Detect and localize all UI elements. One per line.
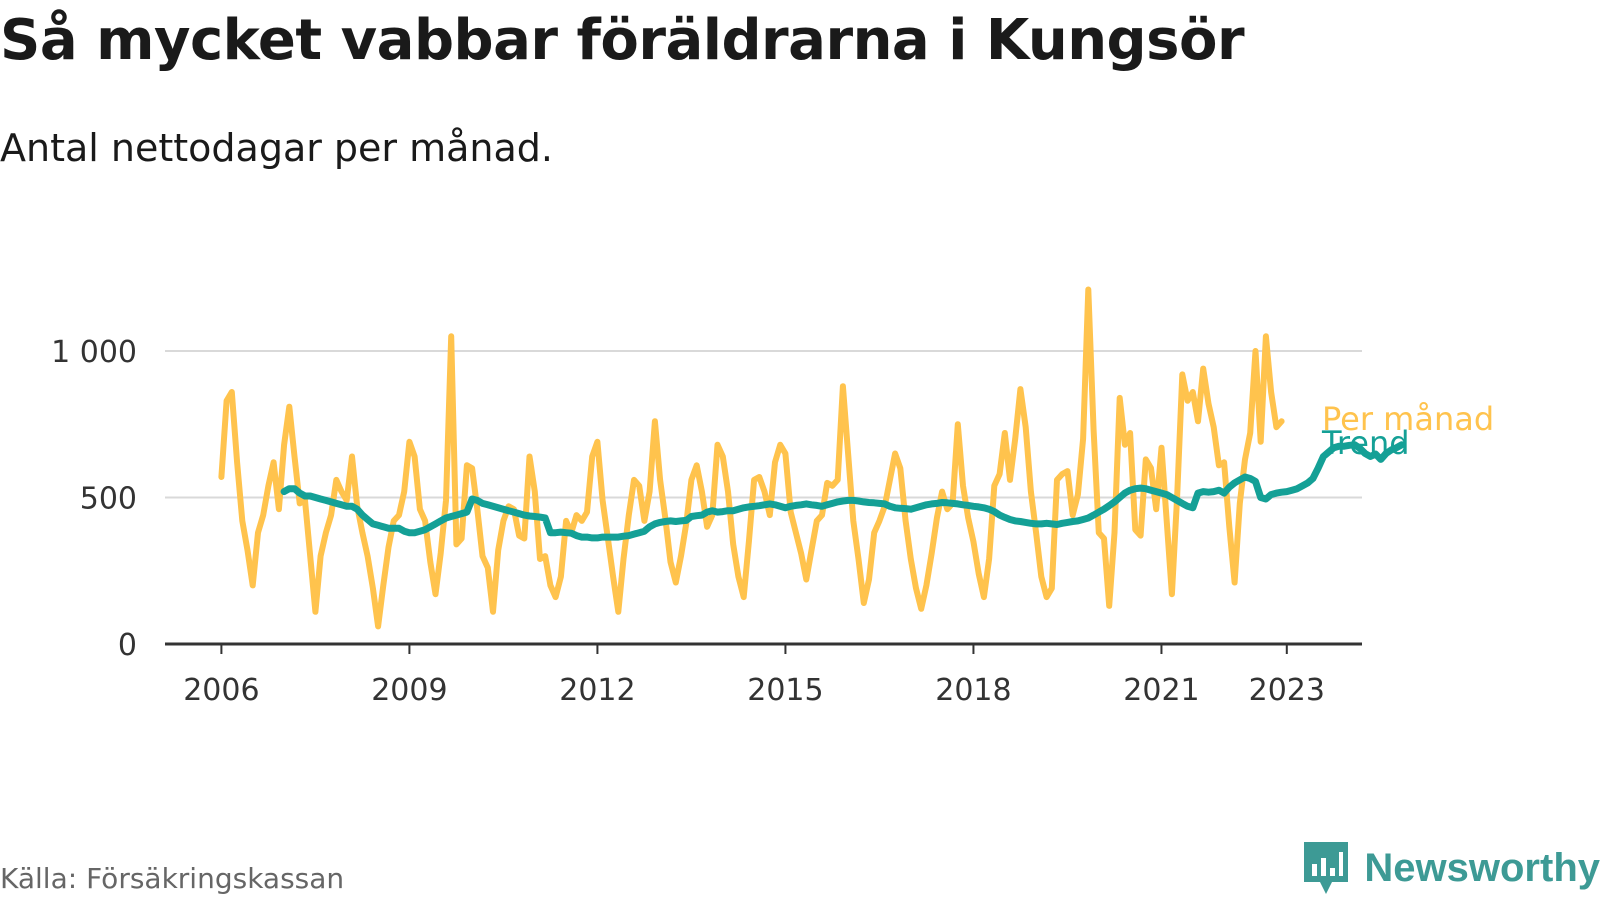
x-tick-label: 2021 [1123,673,1199,708]
series-label-trend: Trend [1321,424,1410,462]
y-tick-label: 1 000 [51,335,137,370]
series-line-monthly [218,286,1285,630]
x-tick-label: 2012 [559,673,635,708]
x-tick-label: 2018 [935,673,1011,708]
series-lines [218,286,1406,630]
y-tick-label: 500 [80,482,137,517]
source-note: Källa: Försäkringskassan [0,862,345,895]
x-tick-label: 2015 [747,673,823,708]
x-tick-label: 2006 [183,673,259,708]
series-label-monthly: Per månad [1322,400,1494,438]
series-line-trend [280,441,1406,542]
chart-subtitle: Antal nettodagar per månad. [0,126,554,170]
brand-name: Newsworthy [1364,845,1600,890]
axes: 0 500 1 000 2006 2009 2012 2015 2018 2021 2023 [51,335,1362,708]
y-tick-label: 0 [118,628,137,663]
x-tick-label: 2023 [1249,673,1325,708]
bar-chart-speech-bubble-icon [1304,842,1349,894]
chart-title: Så mycket vabbar föräldrarna i Kungsör [0,8,1245,73]
x-tick-label: 2009 [371,673,447,708]
brand-logo: Newsworthy [1302,840,1600,896]
